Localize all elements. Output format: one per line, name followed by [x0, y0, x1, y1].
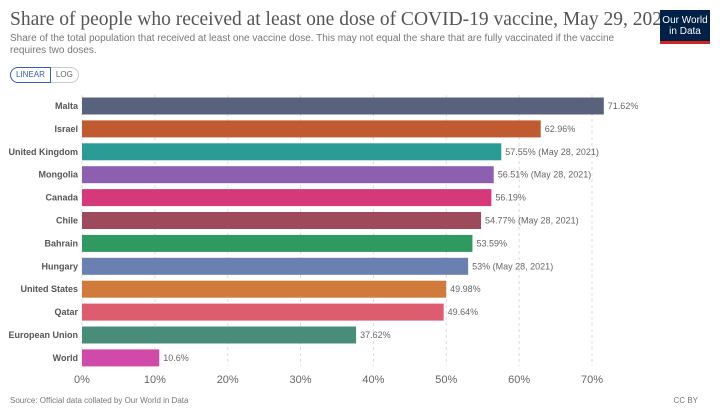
log-scale-button[interactable]: LOG	[50, 67, 79, 83]
value-label: 49.98%	[450, 284, 481, 294]
category-label: Chile	[56, 216, 78, 226]
bar[interactable]	[82, 303, 444, 321]
bar[interactable]	[82, 257, 469, 275]
x-tick-label: 40%	[362, 374, 384, 386]
value-label: 54.77% (May 28, 2021)	[485, 216, 579, 226]
category-label: United States	[20, 284, 78, 294]
value-label: 53.59%	[476, 238, 507, 248]
bar[interactable]	[82, 212, 482, 229]
bar[interactable]	[82, 349, 160, 367]
bar[interactable]	[82, 143, 502, 161]
value-label: 62.96%	[545, 124, 576, 134]
value-label: 71.62%	[608, 101, 639, 111]
value-label: 10.6%	[163, 353, 189, 363]
value-label: 53% (May 28, 2021)	[472, 261, 553, 271]
x-tick-label: 70%	[581, 374, 603, 386]
category-label: Bahrain	[44, 238, 78, 248]
x-tick-label: 10%	[144, 374, 166, 386]
value-label: 56.51% (May 28, 2021)	[498, 170, 592, 180]
category-label: Qatar	[54, 307, 78, 317]
license-label[interactable]: CC BY	[673, 396, 698, 405]
bar[interactable]	[82, 280, 447, 298]
source-note[interactable]: Source: Official data collated by Our Wo…	[10, 396, 189, 405]
bar[interactable]	[82, 189, 492, 207]
category-label: Malta	[55, 101, 79, 111]
category-label: Canada	[45, 193, 79, 203]
category-label: United Kingdom	[9, 147, 79, 157]
category-label: Hungary	[41, 261, 78, 271]
bar[interactable]	[82, 326, 357, 344]
value-label: 37.62%	[360, 330, 391, 340]
scale-toggle: LINEAR LOG	[10, 67, 79, 83]
logo-line-2: in Data	[669, 26, 701, 37]
bar[interactable]	[82, 234, 473, 252]
category-label: Israel	[54, 124, 78, 134]
value-label: 49.64%	[448, 307, 479, 317]
x-tick-label: 30%	[290, 374, 312, 386]
x-tick-label: 50%	[435, 374, 457, 386]
category-label: European Union	[9, 330, 79, 340]
owid-logo[interactable]: Our World in Data	[660, 10, 710, 44]
logo-line-1: Our World	[662, 15, 708, 26]
chart-title: Share of people who received at least on…	[10, 9, 672, 30]
x-tick-label: 20%	[217, 374, 239, 386]
category-label: Mongolia	[39, 170, 79, 180]
x-tick-label: 0%	[74, 374, 90, 386]
bar[interactable]	[82, 166, 494, 184]
linear-scale-button[interactable]: LINEAR	[10, 67, 51, 83]
x-tick-label: 60%	[508, 374, 530, 386]
category-label: World	[53, 353, 78, 363]
value-label: 56.19%	[495, 193, 526, 203]
chart-subtitle: Share of the total population that recei…	[10, 33, 615, 56]
value-label: 57.55% (May 28, 2021)	[505, 147, 599, 157]
bar[interactable]	[82, 97, 604, 115]
bar[interactable]	[82, 120, 541, 138]
